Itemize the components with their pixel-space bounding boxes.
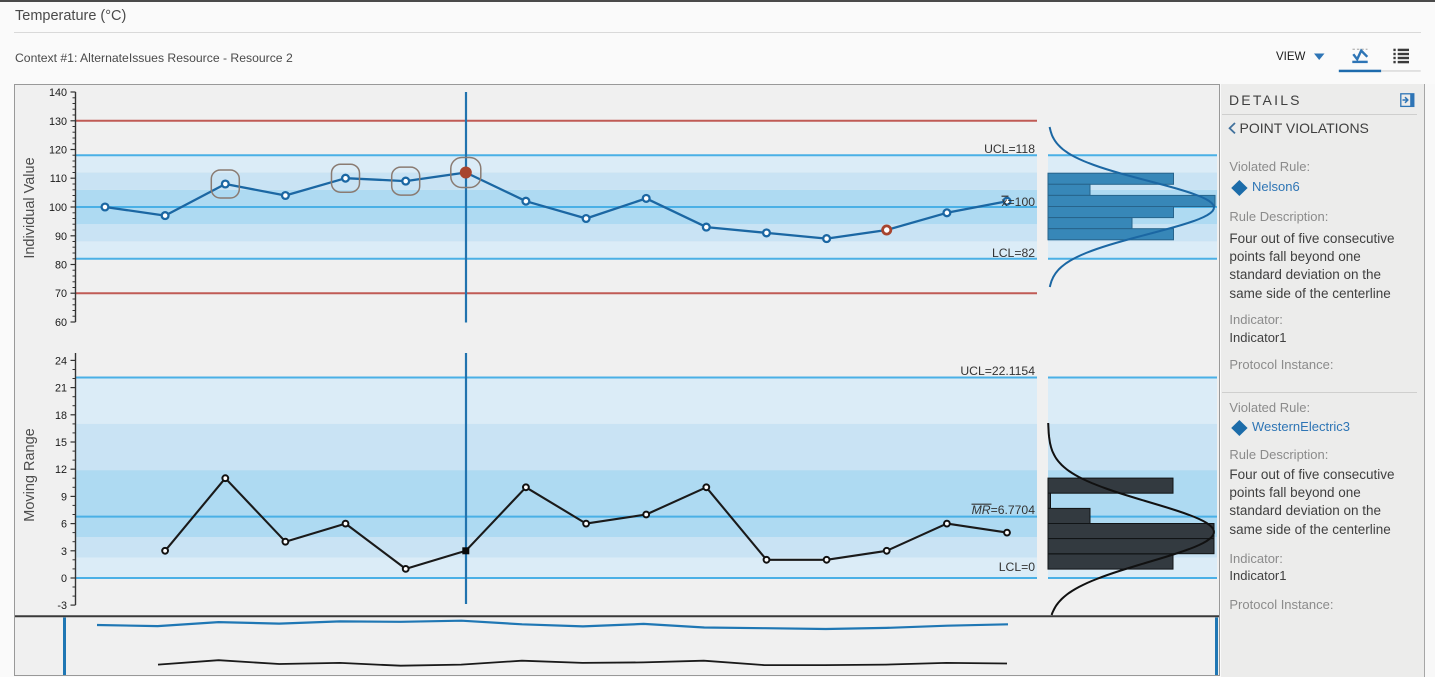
svg-text:110: 110 bbox=[50, 173, 67, 185]
svg-text:x=100: x=100 bbox=[1001, 195, 1035, 209]
svg-text:130: 130 bbox=[49, 116, 67, 128]
svg-text:21: 21 bbox=[55, 383, 67, 395]
svg-text:UCL=118: UCL=118 bbox=[984, 142, 1035, 156]
svg-text:9: 9 bbox=[61, 491, 67, 503]
svg-text:15: 15 bbox=[55, 437, 67, 449]
svg-text:140: 140 bbox=[49, 87, 67, 99]
svg-text:100: 100 bbox=[49, 202, 67, 214]
svg-text:3: 3 bbox=[61, 546, 67, 558]
svg-text:Individual Value: Individual Value bbox=[22, 157, 38, 258]
svg-text:70: 70 bbox=[55, 288, 67, 300]
svg-text:60: 60 bbox=[55, 317, 67, 329]
svg-text:90: 90 bbox=[55, 231, 67, 243]
svg-text:6: 6 bbox=[61, 519, 67, 531]
svg-text:24: 24 bbox=[55, 355, 67, 367]
svg-text:0: 0 bbox=[61, 573, 67, 585]
svg-text:LCL=82: LCL=82 bbox=[992, 246, 1035, 260]
svg-text:MR=6.7704: MR=6.7704 bbox=[972, 503, 1036, 517]
svg-text:80: 80 bbox=[55, 260, 67, 272]
svg-text:12: 12 bbox=[55, 464, 67, 476]
svg-text:-3: -3 bbox=[57, 600, 67, 612]
svg-text:UCL=22.1154: UCL=22.1154 bbox=[960, 364, 1035, 378]
svg-text:18: 18 bbox=[55, 410, 67, 422]
svg-text:120: 120 bbox=[49, 145, 67, 157]
svg-text:LCL=0: LCL=0 bbox=[999, 560, 1035, 574]
svg-text:Moving Range: Moving Range bbox=[22, 428, 38, 522]
